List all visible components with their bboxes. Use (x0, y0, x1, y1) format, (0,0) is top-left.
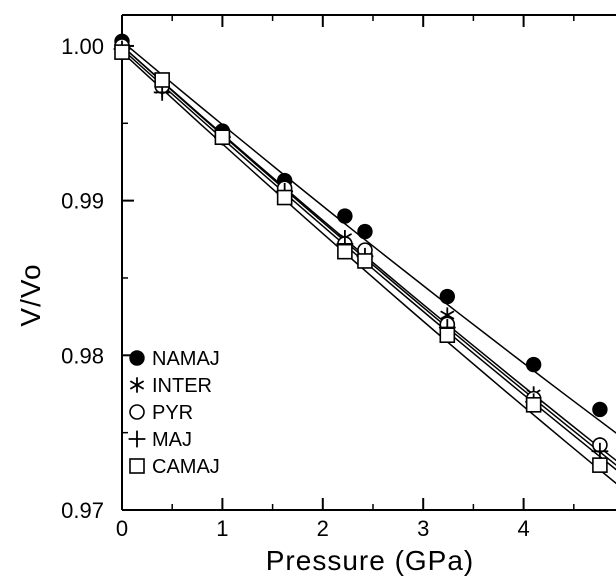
legend-marker-pyr (129, 404, 145, 420)
x-tick-label: 3 (417, 516, 429, 541)
y-tick-label: 0.99 (61, 189, 104, 214)
point-namaj (439, 288, 455, 305)
y-axis-title: V/Vo (15, 263, 46, 326)
point-camaj (592, 457, 608, 473)
point-camaj (357, 253, 373, 269)
point-camaj (439, 327, 456, 344)
y-tick-label: 1.00 (61, 34, 104, 59)
point-namaj (337, 208, 353, 224)
point-namaj (357, 223, 373, 240)
legend-marker-inter (129, 377, 145, 393)
x-axis: 012345 (116, 15, 575, 541)
x-axis-title: Pressure (GPa) (266, 545, 475, 576)
point-camaj (154, 72, 170, 88)
legend-marker-namaj (129, 350, 145, 366)
y-tick-label: 0.97 (61, 498, 104, 523)
legend-label-inter: INTER (152, 375, 212, 397)
legend-label-pyr: PYR (152, 402, 193, 424)
legend-marker-camaj (129, 458, 145, 474)
fit-line-namaj (121, 40, 616, 434)
point-camaj (214, 129, 231, 146)
fit-line-maj (121, 48, 616, 471)
legend-label-maj: MAJ (152, 429, 192, 451)
point-namaj (525, 356, 542, 373)
x-tick-label: 2 (317, 516, 329, 541)
legend: NAMAJ INTER PYR MAJ CAMAJ (128, 348, 220, 478)
legend-marker-maj (128, 430, 146, 448)
fit-line-pyr (121, 45, 616, 466)
x-tick-label: 4 (517, 516, 529, 541)
legend-label-camaj: CAMAJ (152, 456, 220, 478)
x-tick-label: 0 (116, 516, 128, 541)
point-camaj (276, 189, 293, 206)
data-points (113, 33, 609, 473)
point-camaj (337, 243, 353, 260)
fit-line-camaj (121, 51, 616, 485)
plot-frame (121, 14, 616, 511)
series-camaj (114, 44, 608, 473)
x-tick-label: 1 (216, 516, 228, 541)
fit-lines (121, 40, 616, 485)
y-axis: 0.97 0.98 0.99 1.00 (61, 34, 134, 523)
point-namaj (592, 401, 608, 418)
point-maj (591, 442, 609, 460)
point-camaj (525, 397, 542, 413)
y-tick-label: 0.98 (61, 343, 104, 368)
point-camaj (114, 44, 130, 60)
legend-label-namaj: NAMAJ (152, 348, 220, 370)
